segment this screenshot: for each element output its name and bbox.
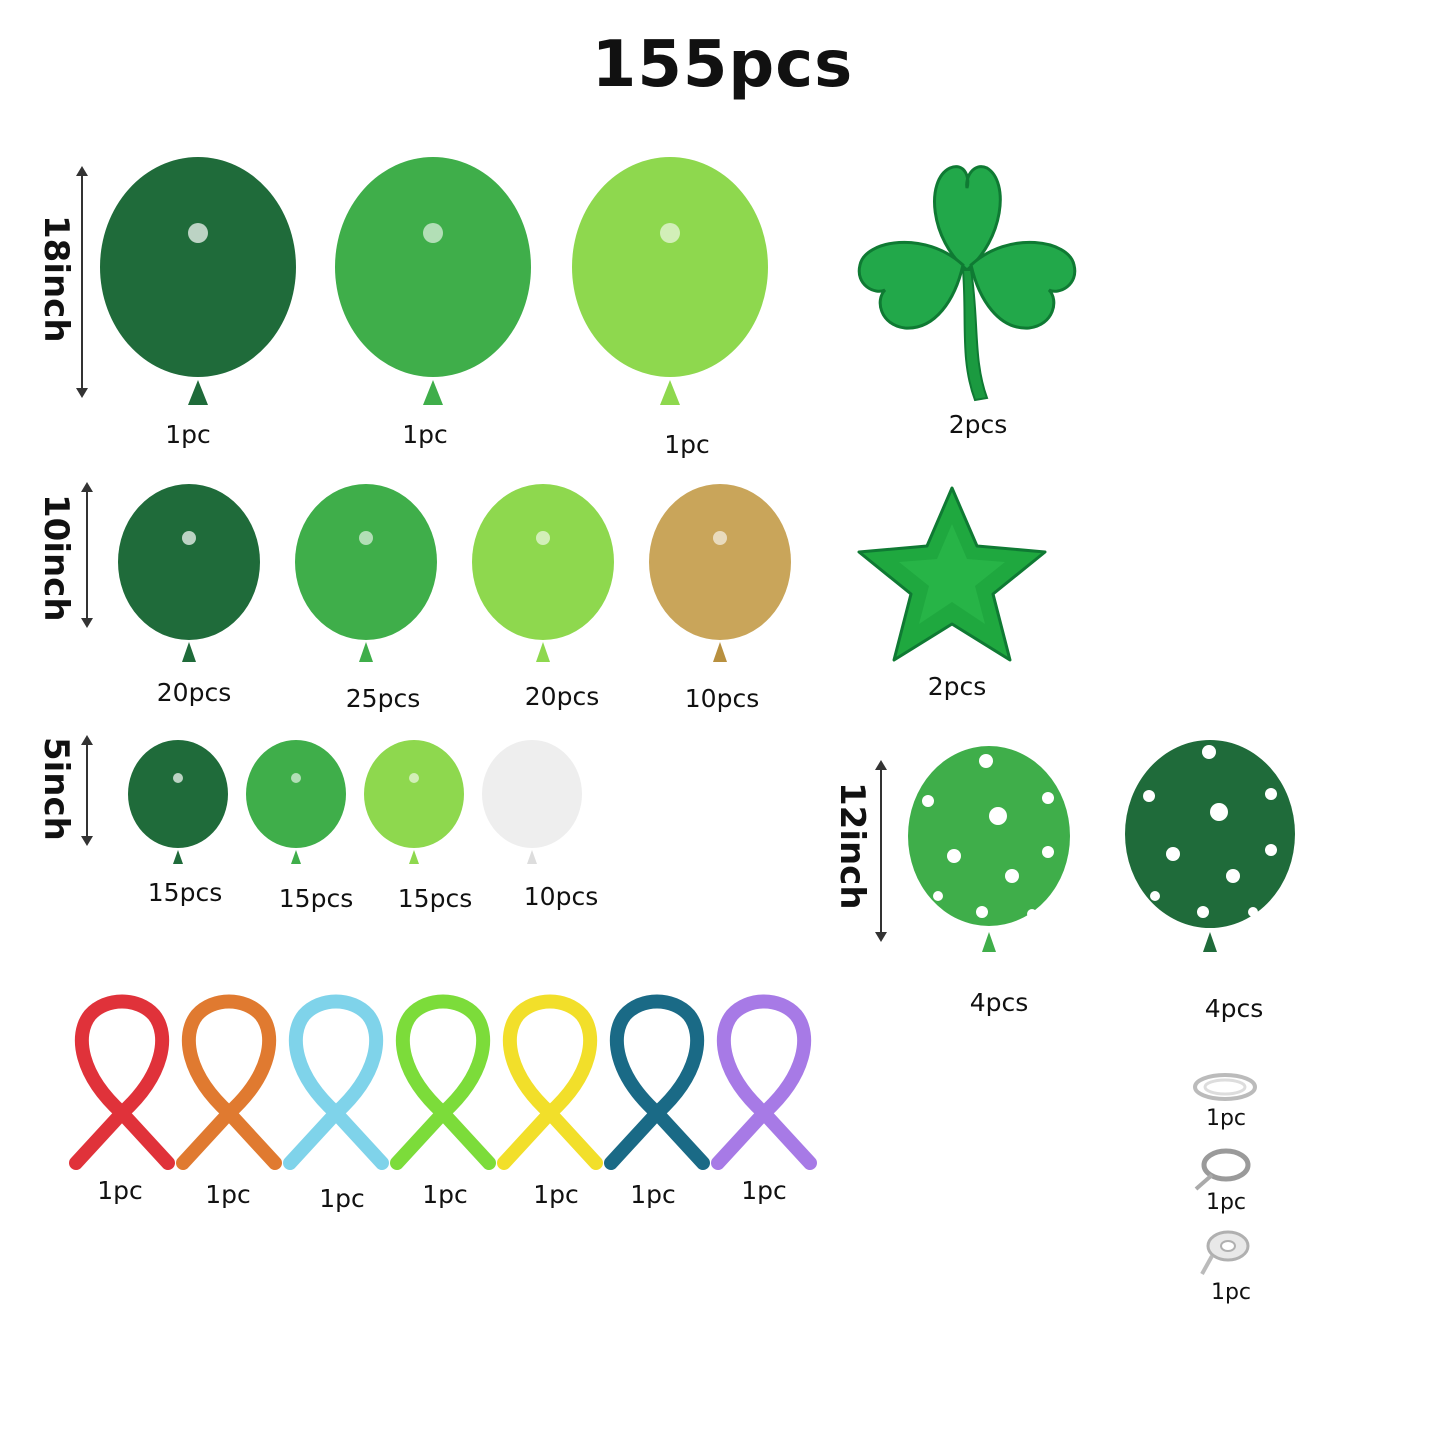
star-foil-balloon [857,486,1047,662]
label-long-balloon-7: 1pc [741,1176,787,1205]
balloon-12-dark-green-polka [1125,740,1295,952]
long-balloon-7 [711,994,817,1170]
balloon-10-dark-green [118,484,260,662]
long-balloon-2 [176,994,282,1170]
label-12-2: 4pcs [1204,994,1264,1023]
size-label-5: 5inch [36,737,76,841]
label-10-2: 25pcs [345,684,421,713]
label-10-3: 20pcs [524,682,600,711]
size-ruler-18 [76,166,88,398]
label-10-1: 20pcs [156,678,232,707]
long-balloon-1 [69,994,175,1170]
label-5-3: 15pcs [397,884,473,913]
label-long-balloon-5: 1pc [533,1180,579,1209]
size-ruler-10 [81,482,93,628]
label-12-1: 4pcs [969,988,1029,1017]
balloon-18-green [335,157,531,405]
size-label-10: 10inch [36,494,76,622]
label-shamrock: 2pcs [948,410,1008,439]
long-balloon-5 [497,994,603,1170]
balloon-5-light-green [364,740,464,864]
glue-dot-roll-icon [1200,1230,1250,1275]
label-long-balloon-6: 1pc [630,1180,676,1209]
balloon-5-green [246,740,346,864]
label-long-balloon-2: 1pc [205,1180,251,1209]
balloon-10-light-green [472,484,614,662]
label-long-balloon-1: 1pc [97,1176,143,1205]
balloon-5-white [482,740,582,864]
label-5-1: 15pcs [147,878,223,907]
label-18-3: 1pc [664,430,710,459]
label-long-balloon-4: 1pc [422,1180,468,1209]
balloon-strip-icon [1194,1148,1251,1191]
size-ruler-5 [81,735,93,846]
balloon-10-gold [649,484,791,662]
label-accessory-2: 1pc [1205,1190,1247,1215]
long-balloon-3 [283,994,389,1170]
balloon-18-dark-green [100,157,296,405]
label-long-balloon-3: 1pc [319,1184,365,1213]
balloon-12-green-polka [908,746,1070,952]
long-balloon-6 [604,994,710,1170]
label-18-1: 1pc [165,420,211,449]
long-balloon-4 [390,994,496,1170]
page-title: 155pcs [591,28,854,102]
balloon-18-light-green [572,157,768,405]
label-5-2: 15pcs [278,884,354,913]
label-accessory-1: 1pc [1205,1106,1247,1131]
label-star: 2pcs [927,672,987,701]
ribbon-roll-icon [1193,1073,1257,1101]
balloon-10-green [295,484,437,662]
shamrock-foil-balloon [857,165,1077,402]
label-5-4: 10pcs [523,882,599,911]
label-accessory-3: 1pc [1210,1280,1252,1305]
label-18-2: 1pc [402,420,448,449]
size-label-18: 18inch [36,215,76,343]
label-10-4: 10pcs [684,684,760,713]
balloon-5-dark-green [128,740,228,864]
size-label-12: 12inch [832,782,872,910]
size-ruler-12 [875,760,887,942]
